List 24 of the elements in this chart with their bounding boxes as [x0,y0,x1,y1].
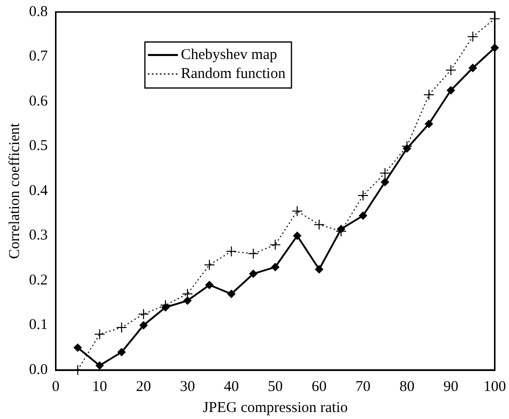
x-tick-label: 20 [136,378,152,395]
y-axis-title: Correlation coefficient [6,122,23,259]
x-tick-label: 50 [268,378,283,395]
x-tick-label: 100 [484,378,506,395]
x-tick-label: 40 [224,378,239,395]
x-axis-title: JPEG compression ratio [202,400,348,416]
y-tick-label: 0.1 [29,317,48,334]
y-tick-label: 0.7 [29,48,48,65]
x-tick-label: 80 [399,378,414,395]
x-tick-label: 70 [356,378,371,395]
y-tick-label: 0.8 [29,4,48,20]
y-tick-label: 0.2 [29,272,48,288]
x-tick-label: 0 [52,378,60,395]
legend-label: Random function [180,66,286,82]
x-tick-label: 60 [312,378,327,395]
y-tick-label: 0.0 [29,362,48,378]
x-tick-label: 30 [180,378,195,395]
x-tick-label: 90 [443,378,458,395]
y-tick-label: 0.5 [29,138,48,154]
legend-label: Chebyshev map [180,46,278,63]
x-tick-label: 10 [92,378,108,395]
y-tick-label: 0.6 [29,93,48,110]
y-tick-label: 0.3 [29,228,48,244]
y-tick-label: 0.4 [29,182,48,199]
